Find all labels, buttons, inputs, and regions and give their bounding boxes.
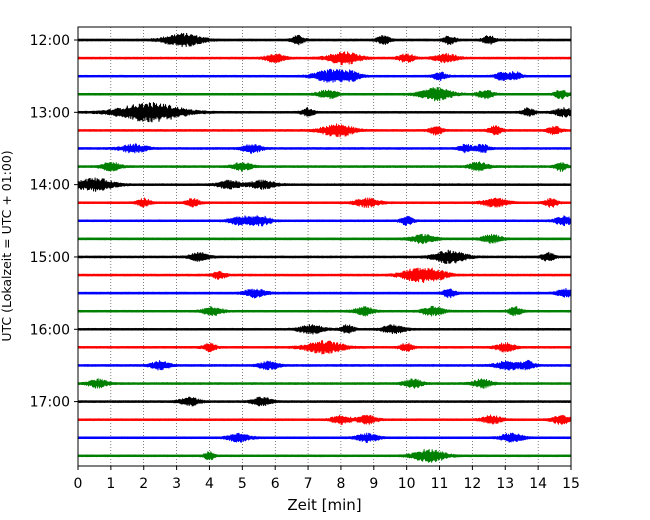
y-tick-label: 14:00 xyxy=(30,178,70,194)
x-tick-label: 9 xyxy=(369,476,378,492)
x-tick-label: 8 xyxy=(336,476,345,492)
x-tick-label: 3 xyxy=(172,476,181,492)
x-tick-label: 2 xyxy=(139,476,148,492)
y-tick-label: 16:00 xyxy=(30,322,70,338)
x-tick-label: 10 xyxy=(398,476,416,492)
y-tick-label: 12:00 xyxy=(30,33,70,49)
grid-layer xyxy=(110,27,539,466)
x-tick-label: 4 xyxy=(205,476,214,492)
x-tick-label: 14 xyxy=(529,476,547,492)
x-tick-label: 0 xyxy=(74,476,83,492)
y-axis-label: UTC (Lokalzeit = UTC + 01:00) xyxy=(0,150,14,341)
x-tick-label: 5 xyxy=(238,476,247,492)
y-tick-label: 15:00 xyxy=(30,250,70,266)
y-tick-label: 17:00 xyxy=(30,395,70,411)
x-tick-label: 7 xyxy=(304,476,313,492)
trace-layer xyxy=(77,32,572,463)
x-tick-label: 15 xyxy=(562,476,580,492)
plot-frame xyxy=(77,26,572,467)
x-tick-label: 6 xyxy=(271,476,280,492)
x-axis-label: Zeit [min] xyxy=(287,496,361,514)
x-tick-label: 12 xyxy=(463,476,481,492)
x-tick-label: 11 xyxy=(431,476,449,492)
x-tick-label: 1 xyxy=(106,476,115,492)
y-axis: 12:00 13:00 14:00 15:00 16:00 17:00 xyxy=(30,33,78,411)
x-tick-label: 13 xyxy=(496,476,514,492)
y-tick-label: 13:00 xyxy=(30,105,70,121)
x-axis: 0 1 2 3 4 5 6 7 8 9 10 11 12 13 14 15 xyxy=(74,466,580,492)
